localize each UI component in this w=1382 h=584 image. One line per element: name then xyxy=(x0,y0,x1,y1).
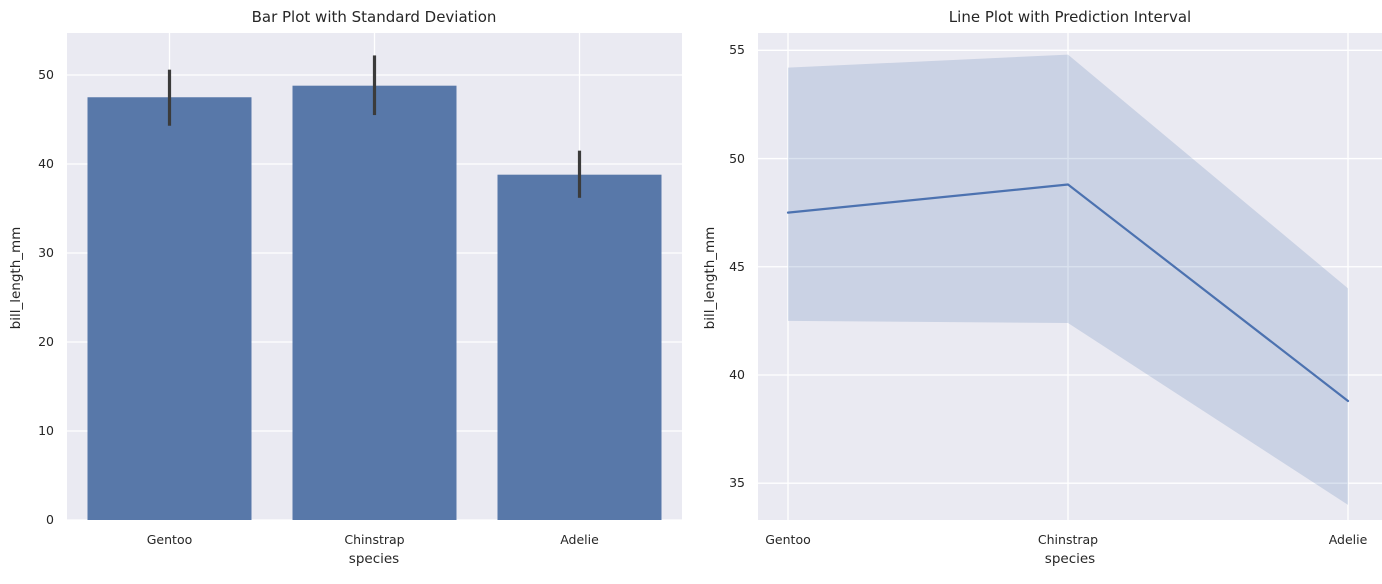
y-tick-label: 20 xyxy=(38,334,54,349)
y-tick-label: 30 xyxy=(38,245,54,260)
mean-line xyxy=(786,183,1350,403)
x-tick-label: Adelie xyxy=(1328,532,1368,547)
line-plot-xlabel: species xyxy=(1044,551,1096,567)
y-tick-label: 45 xyxy=(729,258,745,274)
x-tick-label: Gentoo xyxy=(146,532,193,547)
bar-plot-ylabel: bill_length_mm xyxy=(8,226,24,330)
y-tick-label: 35 xyxy=(729,475,745,491)
y-tick-label: 40 xyxy=(729,366,745,382)
prediction-band xyxy=(788,54,1348,505)
line-plot-title: Line Plot with Prediction Interval xyxy=(948,8,1192,26)
y-tick-label: 50 xyxy=(729,150,745,166)
x-tick-label: Gentoo xyxy=(765,532,811,547)
y-tick-label: 55 xyxy=(729,42,745,58)
y-tick-label: 10 xyxy=(38,423,54,438)
x-tick-label: Chinstrap xyxy=(344,532,405,547)
axes-background xyxy=(758,33,1382,520)
x-tick-label: Chinstrap xyxy=(1037,532,1099,547)
bar-chinstrap xyxy=(292,85,457,520)
line-plot-canvas xyxy=(758,33,1382,520)
bar-plot-canvas xyxy=(67,33,682,520)
y-tick-label: 40 xyxy=(38,156,54,171)
y-tick-label: 0 xyxy=(46,512,54,527)
x-tick-label: Adelie xyxy=(560,532,599,547)
bar-plot-title: Bar Plot with Standard Deviation xyxy=(251,8,497,26)
axes-background xyxy=(67,33,682,520)
bar-adelie xyxy=(497,174,662,520)
line-plot-ylabel: bill_length_mm xyxy=(702,226,718,330)
y-tick-label: 50 xyxy=(38,67,54,82)
bar-plot-xlabel: species xyxy=(348,551,400,567)
bar-gentoo xyxy=(87,97,252,520)
